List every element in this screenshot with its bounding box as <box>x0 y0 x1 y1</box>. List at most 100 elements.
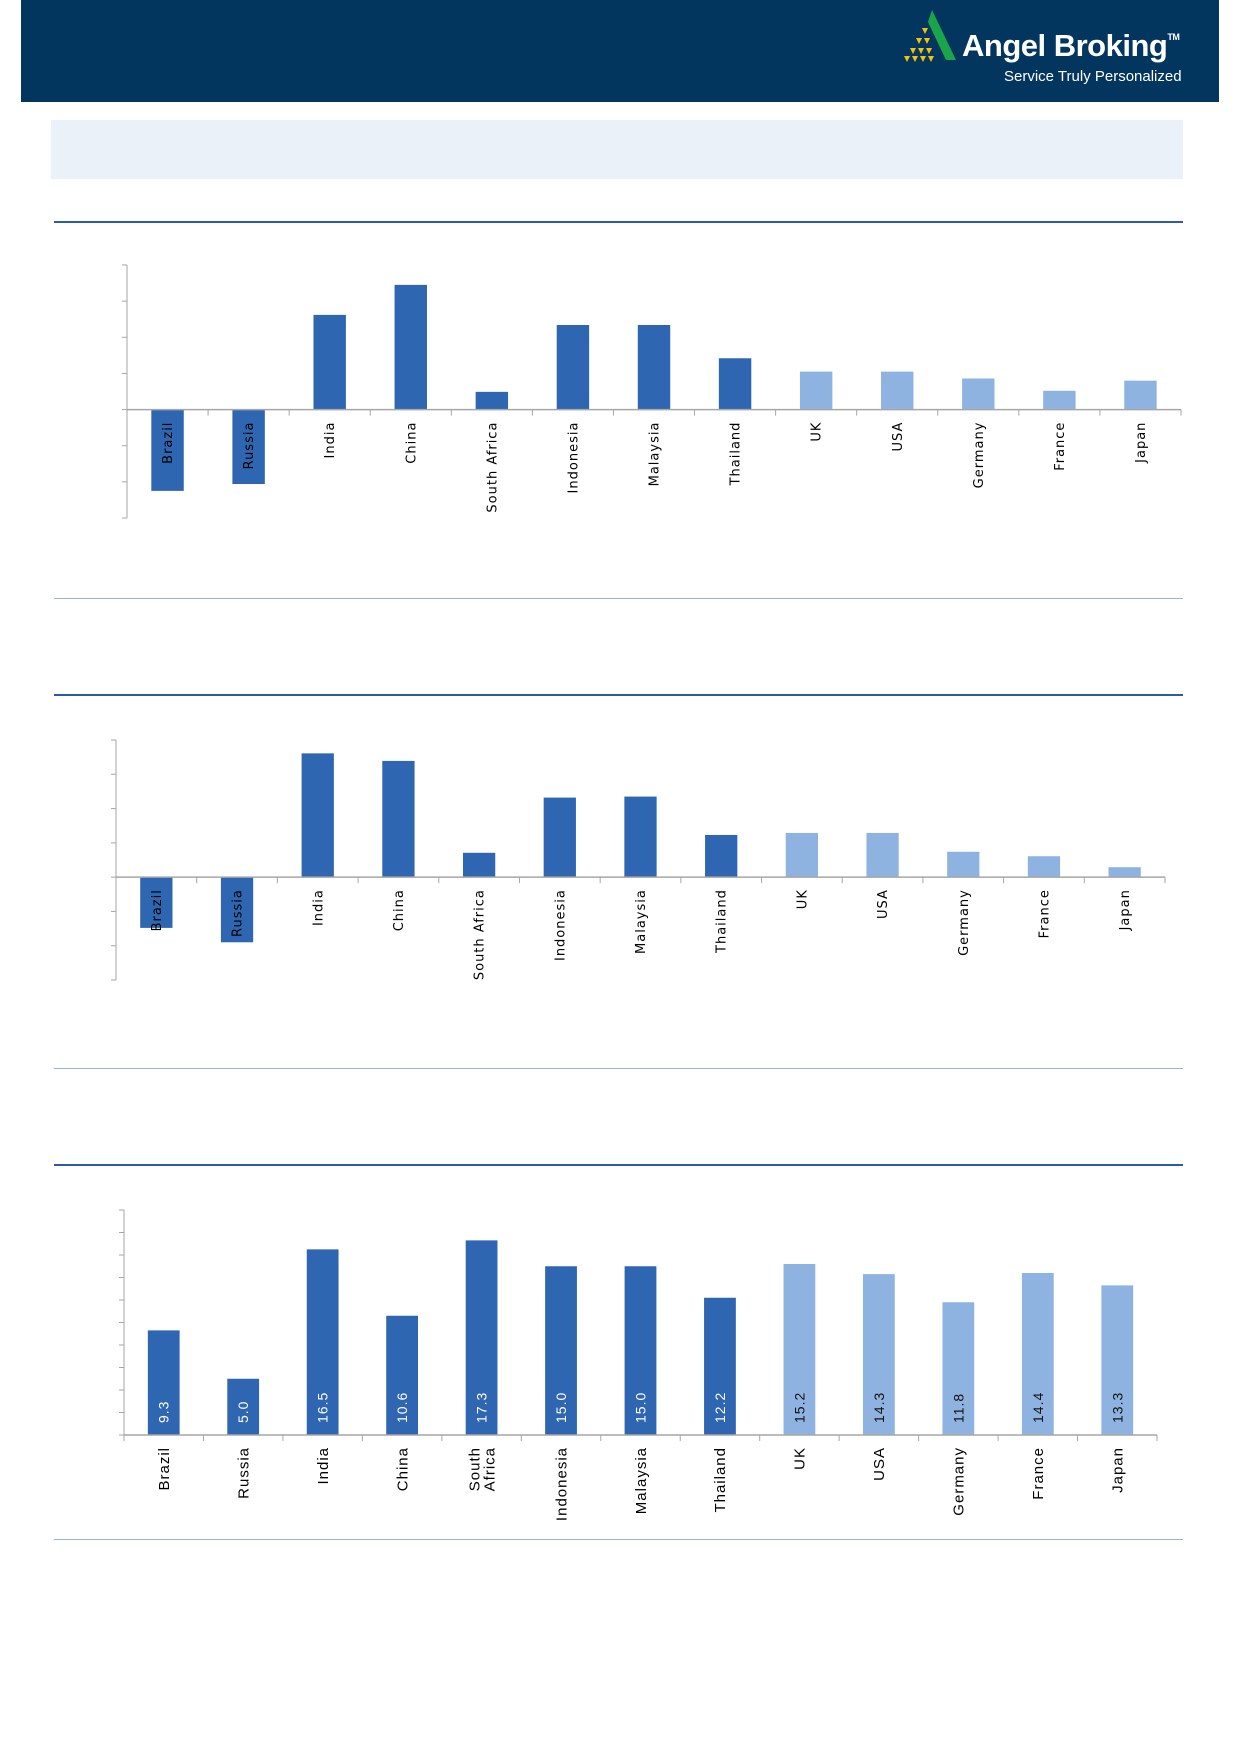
logo-triangle-icon <box>904 10 956 62</box>
section-rule-top-1 <box>54 221 1183 223</box>
bar-malaysia <box>637 324 671 410</box>
data-label: 11.8 <box>950 1393 966 1423</box>
category-label: USA <box>876 889 891 919</box>
data-label: 14.3 <box>871 1392 887 1423</box>
category-label: Thailand <box>729 422 744 487</box>
bar-malaysia <box>624 796 657 878</box>
bar-france <box>1043 390 1076 410</box>
data-label: 14.4 <box>1030 1392 1046 1423</box>
section-rule-bottom-2 <box>54 1068 1183 1069</box>
category-label: Indonesia <box>566 422 581 494</box>
data-label: 13.3 <box>1109 1392 1125 1423</box>
category-label: China <box>404 422 419 464</box>
bar-usa <box>866 832 899 878</box>
bar-india <box>306 1249 339 1435</box>
bar-brazil <box>151 409 184 491</box>
report-header: Angel BrokingTM Service Truly Personaliz… <box>21 0 1219 102</box>
category-label: Germany <box>972 422 987 489</box>
category-label: France <box>1038 889 1053 938</box>
bar-china <box>394 284 427 410</box>
bar-russia <box>227 1378 260 1435</box>
angel-broking-logo: Angel BrokingTM Service Truly Personaliz… <box>894 10 1194 90</box>
data-label: 10.6 <box>394 1392 410 1423</box>
data-label: 12.2 <box>712 1392 728 1423</box>
data-label: 15.0 <box>633 1392 649 1423</box>
section-rule-bottom-1 <box>54 598 1183 599</box>
bar-indonesia <box>556 324 590 410</box>
category-label: Malaysia <box>634 889 649 954</box>
category-label: Germany <box>951 1447 968 1516</box>
bar-japan <box>1124 380 1157 410</box>
bar-uk <box>783 1264 816 1435</box>
bar-germany <box>962 378 995 410</box>
data-label: 16.5 <box>315 1392 331 1423</box>
category-label: Japan <box>1134 422 1149 464</box>
bar-chart-1: Brazil Russia India China South Africa Indone… <box>122 264 1182 519</box>
bar-brazil <box>140 877 173 928</box>
bar-germany <box>942 1302 975 1435</box>
bar-chart-2: Brazil Russia India China South Africa Indone… <box>111 739 1166 981</box>
bar-chart-3: Brazil Russia India China SouthAfrica Indones… <box>119 1209 1158 1521</box>
category-label: China <box>394 1447 411 1491</box>
category-label: Russia <box>231 889 246 937</box>
bar-south-africa <box>462 852 496 878</box>
category-label: France <box>1053 422 1068 471</box>
bar-brazil <box>147 1330 180 1435</box>
category-label: South Africa <box>473 889 488 980</box>
category-label: Malaysia <box>633 1447 650 1514</box>
data-label: 15.0 <box>553 1392 569 1423</box>
category-label: Thailand <box>712 1447 729 1513</box>
category-label: Indonesia <box>553 1447 570 1521</box>
brand-name: Angel BrokingTM <box>962 28 1180 63</box>
bar-usa <box>862 1274 895 1435</box>
title-banner <box>51 120 1183 179</box>
category-label: Thailand <box>715 889 730 954</box>
bar-uk <box>799 371 833 410</box>
bar-south-africa <box>475 391 509 410</box>
category-label: Japan <box>1118 889 1133 931</box>
bar-uk <box>785 832 819 878</box>
category-label: India <box>315 1447 332 1485</box>
category-label: Indonesia <box>553 889 568 961</box>
bar-russia <box>232 409 265 485</box>
bar-usa <box>881 371 914 410</box>
category-label: China <box>392 889 407 931</box>
data-label: 15.2 <box>791 1392 807 1423</box>
bar-china <box>382 760 415 878</box>
category-label: UK <box>792 1447 809 1470</box>
category-label: France <box>1030 1447 1047 1500</box>
bar-indonesia <box>543 797 576 878</box>
bar-japan <box>1108 867 1141 878</box>
category-label: Malaysia <box>648 422 663 487</box>
bar-south-africa <box>465 1240 498 1435</box>
bar-thailand <box>705 834 738 878</box>
bar-thailand <box>704 1297 736 1435</box>
category-label: Russia <box>242 422 257 470</box>
category-label: Brazil <box>156 1447 173 1491</box>
category-label: India <box>323 422 338 459</box>
brand-tagline: Service Truly Personalized <box>1004 68 1182 85</box>
bar-malaysia <box>624 1266 657 1435</box>
data-label: 5.0 <box>235 1401 251 1423</box>
bar-germany <box>947 851 980 878</box>
bar-france <box>1027 856 1061 878</box>
section-rule-bottom-3 <box>54 1539 1183 1540</box>
bar-india <box>313 314 346 410</box>
bar-russia <box>220 877 254 943</box>
bar-thailand <box>718 358 752 410</box>
category-label: SouthAfrica <box>466 1447 498 1491</box>
category-label: Brazil <box>161 422 176 464</box>
bar-japan <box>1101 1285 1134 1435</box>
data-label: 17.3 <box>474 1392 490 1423</box>
bar-india <box>301 753 334 878</box>
category-label: Russia <box>235 1447 252 1499</box>
category-label: Germany <box>957 889 972 956</box>
bar-china <box>386 1315 419 1435</box>
category-label: USA <box>891 422 906 452</box>
category-label: UK <box>810 422 825 442</box>
category-label: USA <box>871 1447 888 1481</box>
category-label: UK <box>795 889 810 909</box>
category-label: South Africa <box>485 422 500 513</box>
data-label: 9.3 <box>156 1401 172 1423</box>
